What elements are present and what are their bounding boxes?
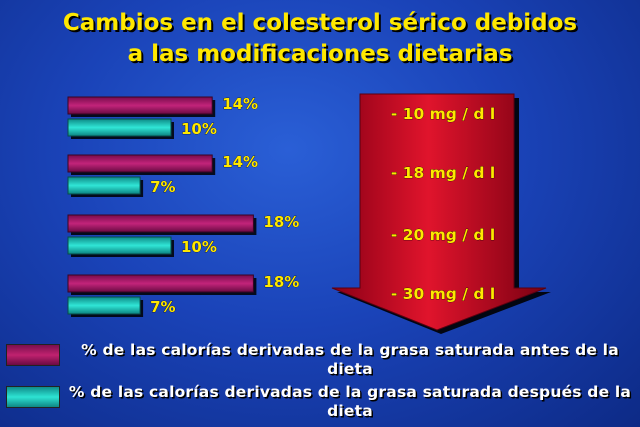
cholesterol-change-label-3: - 20 mg / d l — [391, 226, 495, 244]
value-label-after-1: 10% — [181, 120, 217, 138]
value-label-after-3: 10% — [181, 238, 217, 256]
value-label-before-4: 18% — [263, 273, 299, 291]
bar-after-1 — [67, 118, 172, 137]
cholesterol-change-label-2: - 18 mg / d l — [391, 164, 495, 182]
bar-before-4 — [67, 274, 254, 293]
bar-before-2 — [67, 154, 213, 173]
value-label-before-3: 18% — [263, 213, 299, 231]
legend-swatch-after — [6, 386, 60, 408]
legend-item-after: % de las calorías derivadas de la grasa … — [6, 383, 634, 421]
legend-item-before: % de las calorías derivadas de la grasa … — [6, 341, 634, 379]
cholesterol-change-label-4: - 30 mg / d l — [391, 285, 495, 303]
bar-before-1 — [67, 96, 213, 115]
legend-swatch-before — [6, 344, 60, 366]
chart-title: Cambios en el colesterol sérico debidos … — [0, 8, 640, 70]
cholesterol-change-label-1: - 10 mg / d l — [391, 105, 495, 123]
legend-label-after: % de las calorías derivadas de la grasa … — [68, 383, 632, 420]
cholesterol-arrow — [331, 93, 547, 331]
bar-after-2 — [67, 176, 141, 195]
bar-after-3 — [67, 236, 172, 255]
value-label-before-1: 14% — [222, 95, 258, 113]
value-label-after-4: 7% — [150, 298, 175, 316]
title-line-2: a las modificaciones dietarias — [127, 41, 513, 67]
bar-after-4 — [67, 296, 141, 315]
value-label-after-2: 7% — [150, 178, 175, 196]
bar-before-3 — [67, 214, 254, 233]
title-line-1: Cambios en el colesterol sérico debidos — [62, 10, 578, 36]
value-label-before-2: 14% — [222, 153, 258, 171]
legend-label-before: % de las calorías derivadas de la grasa … — [81, 341, 619, 378]
